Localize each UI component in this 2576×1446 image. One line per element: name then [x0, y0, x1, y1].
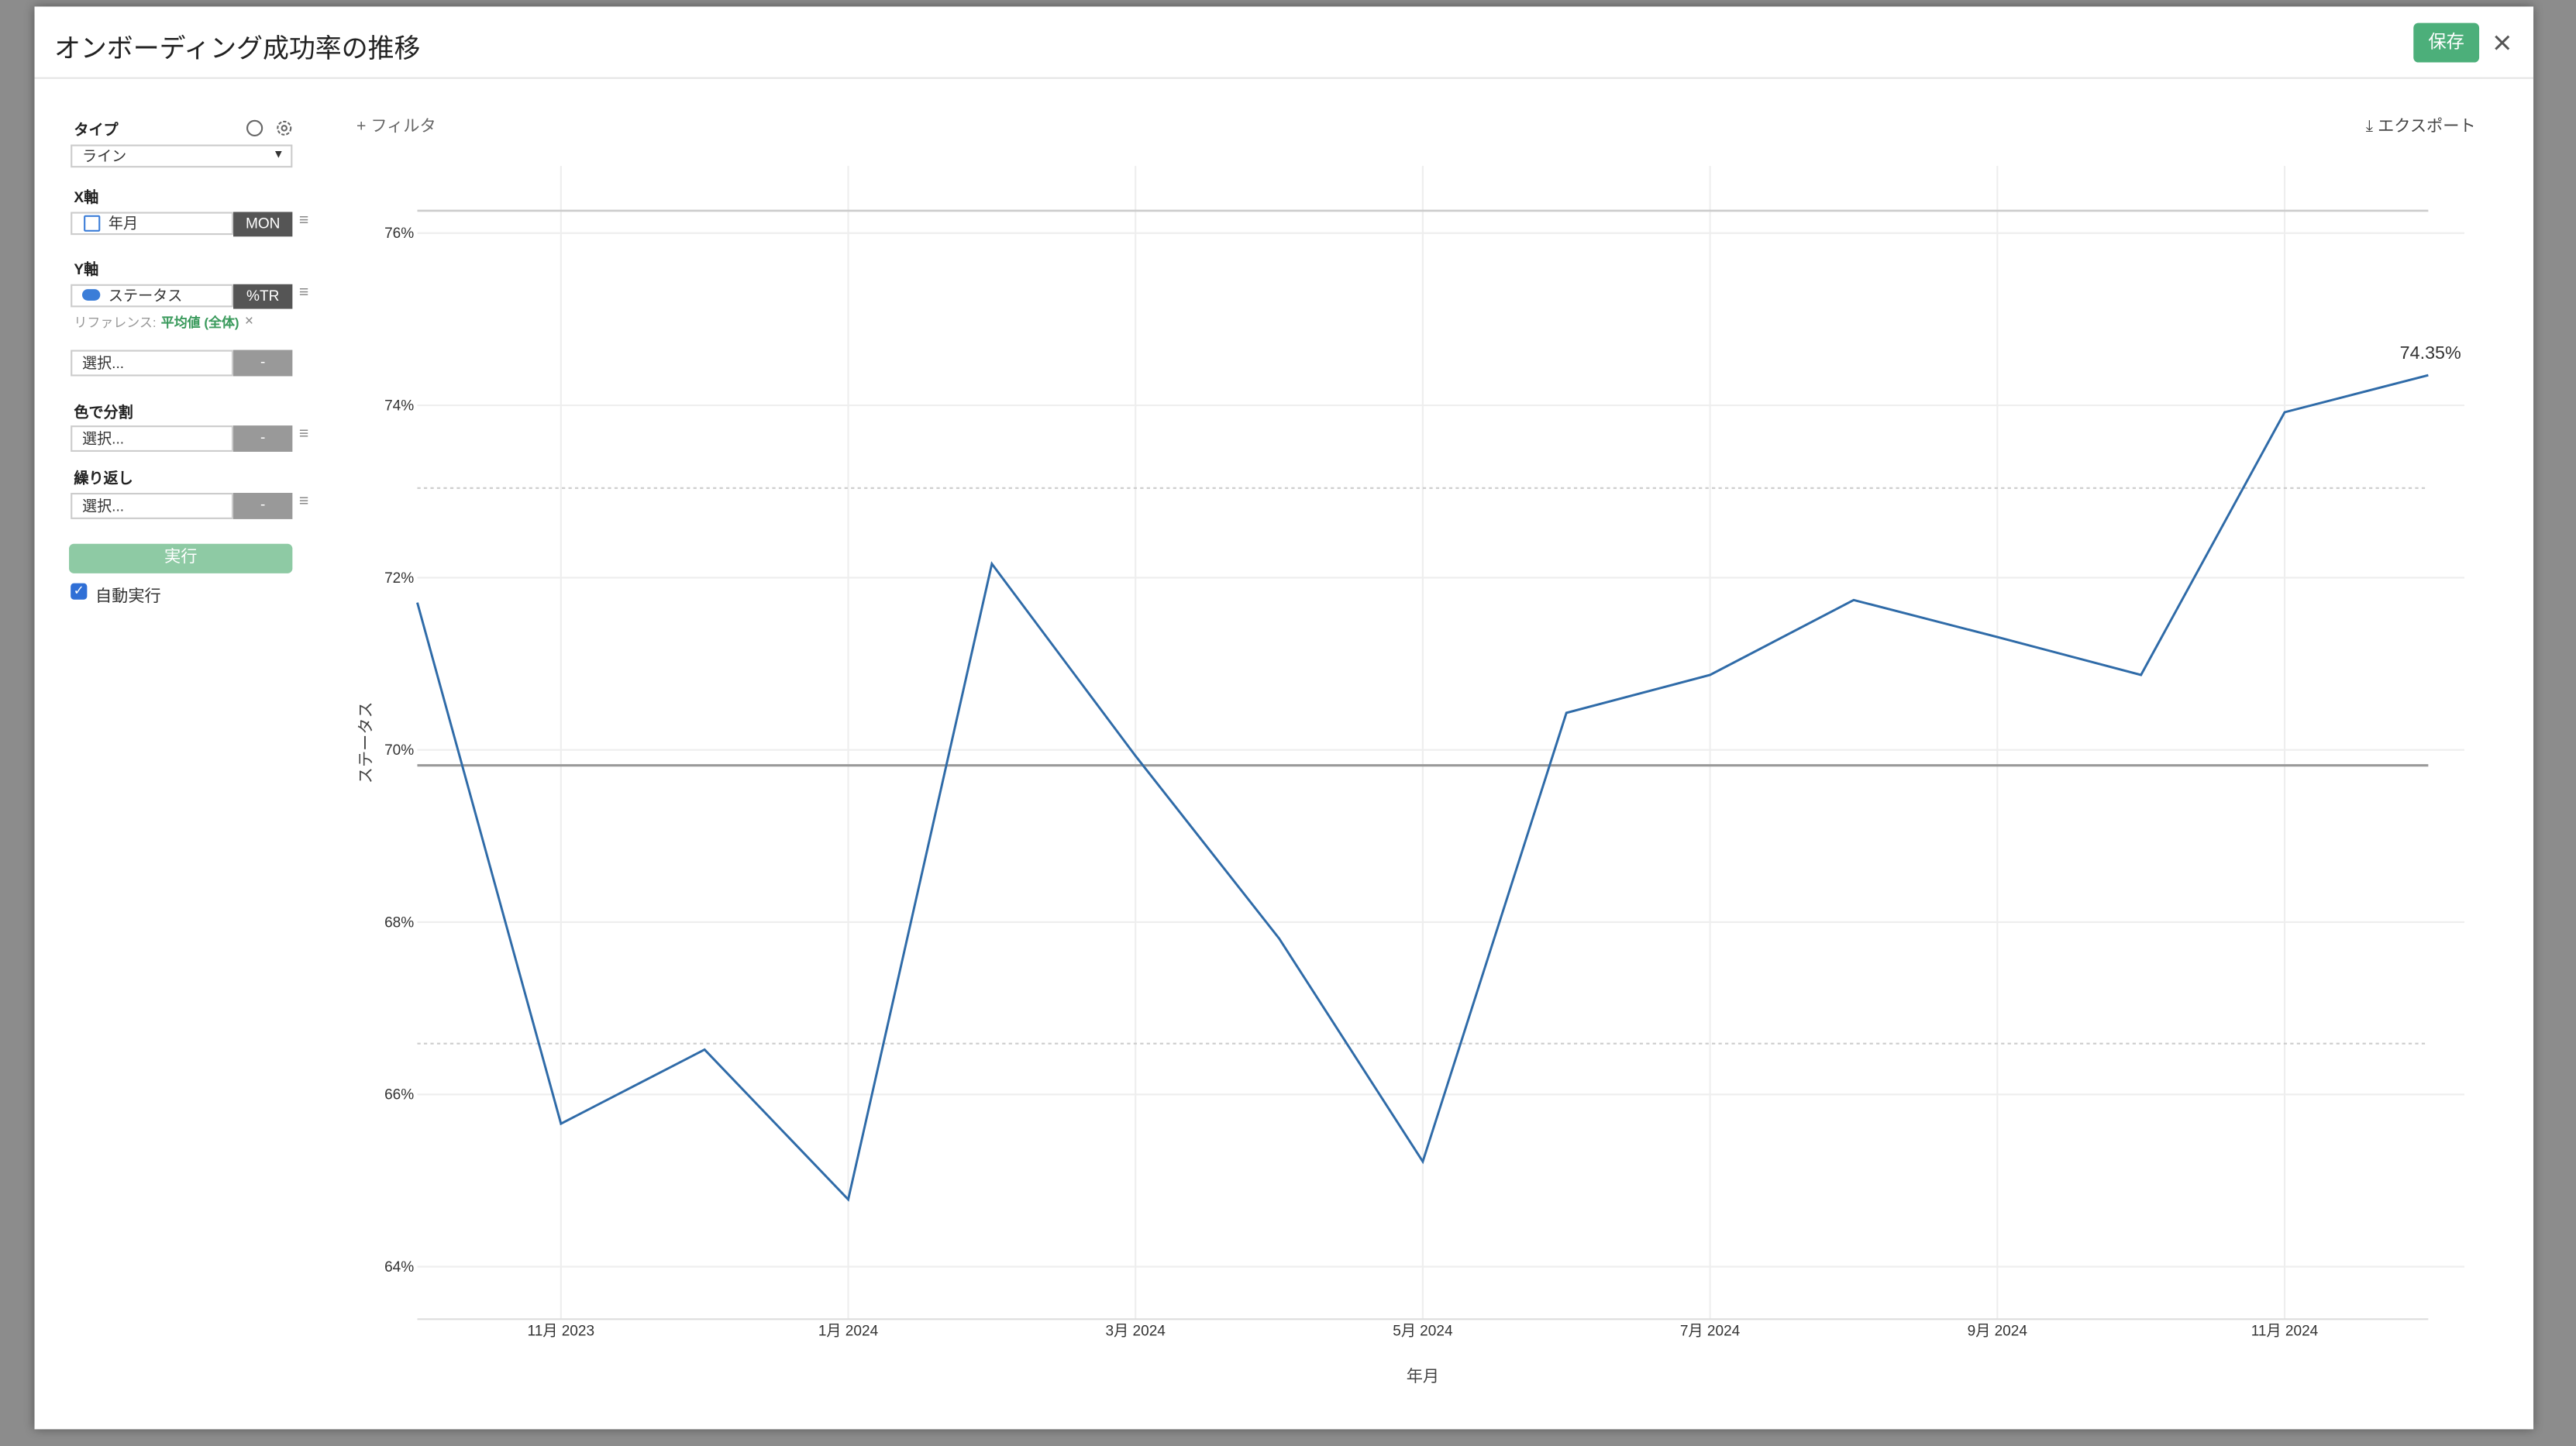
repeat-label: 繰り返し [74, 470, 133, 487]
color-label: 色で分割 [74, 404, 133, 421]
remove-reference[interactable]: × [244, 312, 254, 329]
drag-handle[interactable]: ≡ [298, 492, 309, 511]
type-select[interactable]: ライン ▼ [71, 144, 293, 168]
reference-value[interactable]: 平均値 (全体) [160, 315, 239, 331]
y2-agg: - [233, 349, 293, 377]
drag-handle[interactable]: ≡ [298, 284, 309, 303]
x-tick-label: 11月 2023 [528, 1324, 595, 1340]
export-label: エクスポート [2378, 118, 2476, 136]
divider [34, 77, 2534, 79]
y-tick-label: 74% [384, 398, 414, 414]
reference-label: リファレンス: [74, 315, 157, 331]
x-tick-label: 11月 2024 [2251, 1324, 2319, 1340]
color-agg: - [233, 425, 293, 452]
help-settings-icons[interactable] [245, 119, 294, 138]
repeat-select[interactable]: 選択... [71, 492, 234, 519]
x-tick-label: 1月 2024 [818, 1324, 879, 1340]
save-button[interactable]: 保存 [2413, 22, 2480, 63]
close-button[interactable] [2492, 33, 2512, 52]
filter-button[interactable]: + フィルタ [356, 118, 436, 136]
y-label: Y軸 [74, 261, 99, 278]
title: オンボーディング成功率の推移 [53, 36, 421, 64]
drag-handle[interactable]: ≡ [298, 425, 309, 444]
value-label: 74.35% [2400, 343, 2461, 363]
y-tick-label: 76% [384, 226, 414, 242]
run-button[interactable]: 実行 [69, 543, 293, 573]
y-agg[interactable]: %TR [233, 284, 293, 309]
y-tick-label: 64% [384, 1259, 414, 1276]
repeat-agg: - [233, 492, 293, 519]
x-unit[interactable]: MON [233, 212, 293, 237]
x-tick-label: 3月 2024 [1106, 1324, 1166, 1340]
drag-handle[interactable]: ≡ [298, 212, 309, 230]
export-button[interactable]: ⤓ エクスポート [2365, 118, 2476, 136]
x-axis-title: 年月 [1407, 1367, 1439, 1386]
x-tick-label: 7月 2024 [1680, 1324, 1741, 1340]
calendar-icon [84, 215, 101, 232]
y-axis-title: ステータス [357, 701, 375, 783]
filter-label: フィルタ [370, 118, 436, 136]
modal [34, 6, 2534, 1430]
y-tick-label: 66% [384, 1087, 414, 1103]
y-tick-label: 68% [384, 914, 414, 931]
color-select[interactable]: 選択... [71, 425, 234, 452]
y2-select[interactable]: 選択... [71, 349, 234, 377]
data-line [416, 374, 2429, 1202]
auto-run-checkbox[interactable]: ✓ [71, 583, 88, 600]
type-value: ライン [81, 147, 127, 164]
toggle-icon [81, 289, 101, 301]
type-label: タイプ [74, 121, 119, 139]
y-tick-label: 70% [384, 742, 414, 759]
y-tick-label: 72% [384, 570, 414, 587]
auto-run-label: 自動実行 [95, 587, 161, 607]
x-label: X軸 [74, 188, 99, 205]
x-tick-label: 5月 2024 [1393, 1324, 1453, 1340]
x-tick-label: 9月 2024 [1968, 1324, 2028, 1340]
